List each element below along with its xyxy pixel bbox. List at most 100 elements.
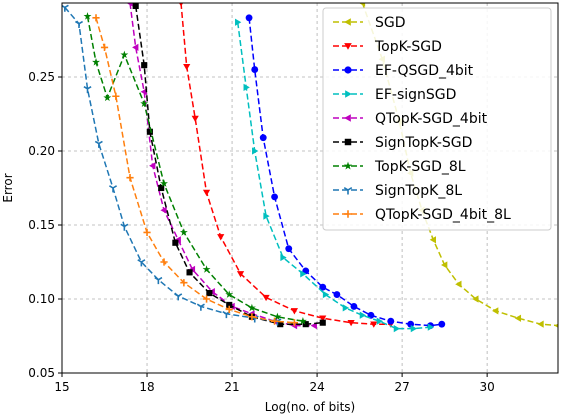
data-point <box>514 314 522 322</box>
y-tick-label: 0.25 <box>28 70 55 84</box>
legend-label: TopK-SGD_8L <box>374 159 466 175</box>
data-point <box>554 323 558 328</box>
data-point <box>345 90 352 98</box>
data-point <box>387 317 395 325</box>
series-signtopk-sgd <box>132 3 326 328</box>
data-point <box>410 325 418 333</box>
data-point <box>202 189 211 197</box>
data-point <box>178 3 184 7</box>
data-point <box>92 14 100 22</box>
data-point <box>183 63 191 71</box>
data-point <box>252 147 259 155</box>
y-tick-label: 0.15 <box>28 218 55 232</box>
data-point <box>226 301 233 308</box>
data-point <box>259 134 267 142</box>
data-point <box>277 321 284 328</box>
data-point <box>235 18 242 26</box>
data-point <box>344 138 352 146</box>
data-point <box>492 307 499 315</box>
legend-label: QTopK-SGD_4bit_8L <box>375 207 511 223</box>
data-point <box>186 269 193 276</box>
legend-label: QTopK-SGD_4bit <box>375 111 488 127</box>
data-point <box>344 66 352 74</box>
data-point <box>429 236 436 244</box>
series-line <box>95 17 295 324</box>
legend-label: SignTopK_8L <box>375 183 462 199</box>
data-point <box>300 270 307 278</box>
y-tick-label: 0.10 <box>28 292 55 306</box>
data-point <box>248 313 256 321</box>
data-point <box>191 115 199 123</box>
data-point <box>285 245 293 253</box>
x-axis-title: Log(no. of bits) <box>265 400 355 414</box>
data-point <box>407 320 415 328</box>
data-point <box>359 311 367 319</box>
data-point <box>206 290 213 297</box>
data-point <box>263 212 270 220</box>
data-point <box>290 308 299 315</box>
data-point <box>180 279 188 287</box>
series-line <box>86 16 304 322</box>
data-point <box>302 321 309 328</box>
data-point <box>225 305 233 313</box>
data-point <box>376 317 384 325</box>
data-point <box>393 325 401 333</box>
data-point <box>344 210 352 218</box>
data-point <box>158 184 165 192</box>
data-point <box>160 258 168 266</box>
data-point <box>154 276 163 285</box>
data-point <box>120 50 129 59</box>
data-point <box>202 295 211 303</box>
data-point <box>74 20 84 29</box>
legend-item: TopK-SGD <box>333 39 442 55</box>
data-point <box>140 99 149 107</box>
data-point <box>94 140 103 148</box>
legend-item: QTopK-SGD_4bit <box>333 111 488 127</box>
data-point <box>344 18 351 26</box>
legend-item: EF-QSGD_4bit <box>333 63 474 79</box>
series-qtopk-sgd-4bit-8l <box>92 14 299 327</box>
data-point <box>217 234 225 241</box>
axis-ticks: 15 18 21 24 27 30 0.05 0.10 0.15 0.20 0.25 <box>28 70 495 394</box>
data-point <box>103 93 112 102</box>
data-point <box>370 321 378 328</box>
series-group <box>62 3 558 333</box>
data-point <box>251 66 259 74</box>
data-point <box>270 317 279 325</box>
data-point <box>120 223 129 231</box>
data-point <box>350 302 358 310</box>
data-point <box>100 43 109 51</box>
series-ef-signsgd <box>235 18 435 333</box>
plot-frame <box>61 2 559 374</box>
data-point <box>319 319 326 326</box>
data-point <box>160 206 167 214</box>
legend-box <box>322 7 552 231</box>
data-point <box>196 303 205 311</box>
legend-item: TopK-SGD_8L <box>333 159 466 175</box>
series-line <box>180 3 391 325</box>
data-point <box>245 14 253 22</box>
x-tick-label: 21 <box>224 380 239 394</box>
data-point <box>280 253 287 262</box>
data-point <box>141 62 148 69</box>
series-line <box>129 3 315 327</box>
data-point <box>112 92 120 100</box>
x-tick-label: 24 <box>309 380 324 394</box>
data-point <box>149 162 156 170</box>
data-point <box>225 290 234 298</box>
data-point <box>322 290 330 299</box>
legend-label: SignTopK-SGD <box>375 135 472 151</box>
data-point <box>343 187 353 195</box>
x-tick-label: 27 <box>394 380 409 394</box>
data-point <box>172 239 179 246</box>
data-point <box>271 193 278 201</box>
data-point <box>132 3 139 10</box>
data-point <box>174 293 183 301</box>
data-point <box>343 161 353 170</box>
data-point <box>273 312 282 321</box>
x-tick-label: 30 <box>480 380 495 394</box>
data-point <box>83 12 92 20</box>
legend-item: SGD <box>333 15 406 31</box>
data-point <box>92 58 100 66</box>
